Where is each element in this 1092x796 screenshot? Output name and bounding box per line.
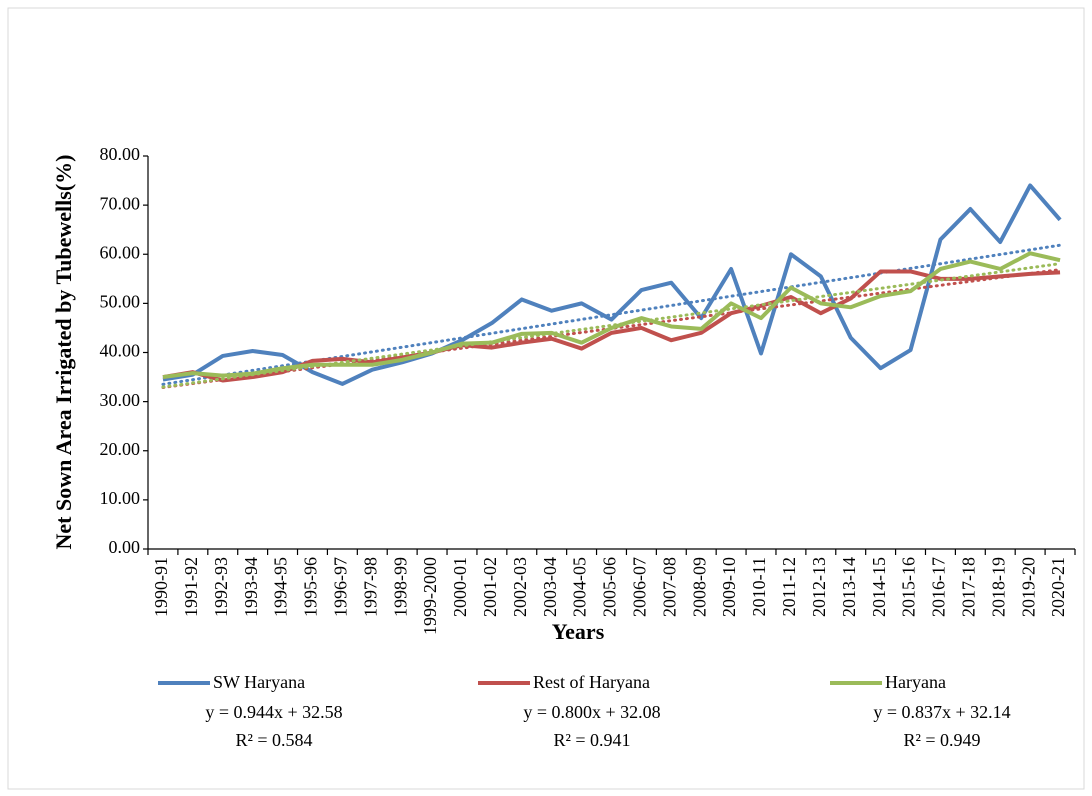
x-tick-label: 2000-01 bbox=[450, 557, 470, 617]
y-tick-label: 10.00 bbox=[100, 488, 141, 508]
trendline-equation: y = 0.837x + 32.14 bbox=[873, 702, 1010, 722]
x-tick-label: 2005-06 bbox=[600, 557, 620, 617]
x-tick-label: 2007-08 bbox=[659, 557, 679, 617]
x-tick-label: 1997-98 bbox=[360, 557, 380, 617]
x-tick-label: 1995-96 bbox=[301, 557, 321, 617]
x-tick-label: 2010-11 bbox=[749, 557, 769, 616]
y-tick-label: 0.00 bbox=[109, 537, 141, 557]
x-tick-label: 1994-95 bbox=[271, 557, 291, 617]
r-squared: R² = 0.584 bbox=[235, 730, 312, 750]
x-tick-label: 2001-02 bbox=[480, 557, 500, 617]
y-tick-label: 70.00 bbox=[100, 193, 141, 213]
x-tick-label: 1999-2000 bbox=[420, 557, 440, 635]
x-tick-label: 1992-93 bbox=[211, 557, 231, 617]
series-line bbox=[162, 183, 1062, 386]
x-tick-label: 2004-05 bbox=[570, 557, 590, 617]
x-tick-label: 2015-16 bbox=[899, 557, 919, 617]
y-tick-label: 20.00 bbox=[100, 439, 141, 459]
chart-border bbox=[7, 7, 1085, 790]
y-axis-title: Net Sown Area Irrigated by Tubewells(%) bbox=[51, 155, 76, 550]
y-tick-label: 30.00 bbox=[100, 390, 141, 410]
y-tick-label: 40.00 bbox=[100, 341, 141, 361]
x-tick-label: 1996-97 bbox=[330, 557, 350, 617]
x-tick-label: 2017-18 bbox=[958, 557, 978, 617]
r-squared: R² = 0.941 bbox=[553, 730, 630, 750]
x-tick-label: 2020-21 bbox=[1048, 557, 1068, 617]
legend-label: Haryana bbox=[885, 672, 946, 692]
x-tick-label: 1993-94 bbox=[241, 557, 261, 617]
series-line bbox=[162, 269, 1061, 383]
x-tick-label: 2008-09 bbox=[689, 557, 709, 617]
y-tick-label: 80.00 bbox=[100, 144, 141, 164]
x-tick-label: 1990-91 bbox=[151, 557, 171, 617]
legend-label: SW Haryana bbox=[213, 672, 305, 692]
x-tick-label: 2002-03 bbox=[510, 557, 530, 617]
x-tick-label: 2006-07 bbox=[630, 557, 650, 617]
x-tick-label: 1991-92 bbox=[181, 557, 201, 617]
r-squared: R² = 0.949 bbox=[903, 730, 980, 750]
x-tick-label: 2014-15 bbox=[869, 557, 889, 617]
y-tick-label: 50.00 bbox=[100, 292, 141, 312]
x-tick-label: 2016-17 bbox=[929, 557, 949, 617]
trendline-equation: y = 0.944x + 32.58 bbox=[205, 702, 342, 722]
trendline-equation: y = 0.800x + 32.08 bbox=[523, 702, 660, 722]
x-tick-label: 1998-99 bbox=[390, 557, 410, 617]
x-tick-label: 2011-12 bbox=[779, 557, 799, 616]
series-line bbox=[162, 251, 1061, 380]
x-tick-label: 2019-20 bbox=[1018, 557, 1038, 617]
x-tick-label: 2013-14 bbox=[839, 557, 859, 617]
x-tick-label: 2009-10 bbox=[719, 557, 739, 617]
x-axis-title: Years bbox=[552, 619, 605, 644]
y-tick-label: 60.00 bbox=[100, 242, 141, 262]
legend-label: Rest of Haryana bbox=[533, 672, 650, 692]
x-tick-label: 2018-19 bbox=[988, 557, 1008, 617]
x-tick-label: 2003-04 bbox=[540, 557, 560, 617]
x-tick-label: 2012-13 bbox=[809, 557, 829, 617]
